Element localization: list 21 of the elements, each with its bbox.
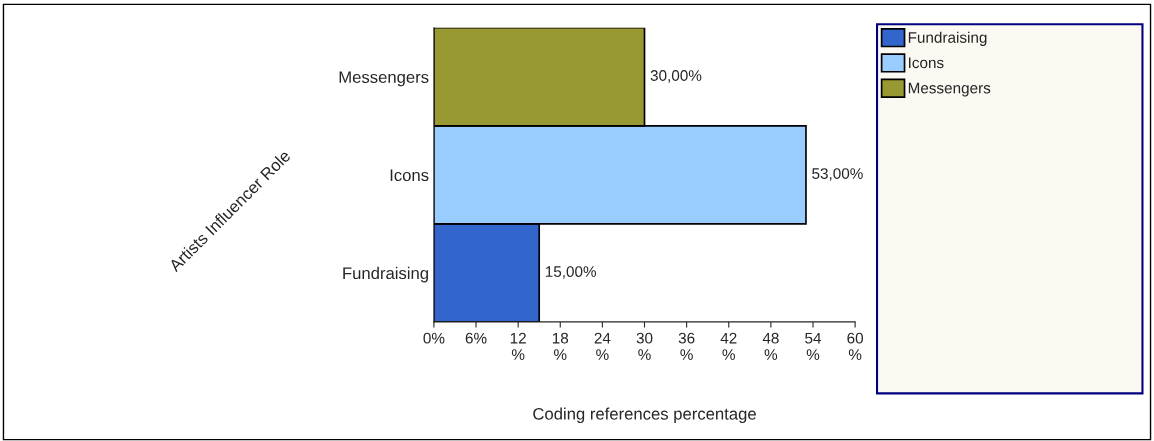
x-tick-label: 6%	[465, 332, 487, 344]
x-tick-label: 18 %	[552, 332, 569, 360]
data-label: 53,00%	[812, 168, 863, 181]
x-tick-label: 48 %	[762, 332, 779, 360]
data-label: 30,00%	[650, 70, 702, 83]
x-tick-label: 60 %	[847, 332, 864, 360]
x-axis-title: Coding references percentage	[533, 407, 756, 424]
x-tick-label: 12 %	[510, 332, 526, 360]
legend-label: Icons	[909, 57, 944, 69]
y-tick-label: Icons	[390, 169, 429, 182]
y-tick-label: Messengers	[339, 71, 429, 87]
x-tick-label: 24 %	[594, 332, 611, 360]
x-tick-label: 30 %	[636, 332, 653, 360]
x-tick-label: 54 %	[805, 332, 822, 360]
x-tick-label: 0%	[423, 332, 445, 344]
x-tick-label: 36 %	[678, 332, 695, 360]
legend-label: Fundraising	[908, 31, 987, 46]
y-tick-label: Fundraising	[343, 266, 428, 283]
legend-label: Messengers	[908, 82, 991, 97]
data-label: 15,00%	[545, 266, 597, 279]
x-tick-label: 42 %	[720, 332, 737, 360]
